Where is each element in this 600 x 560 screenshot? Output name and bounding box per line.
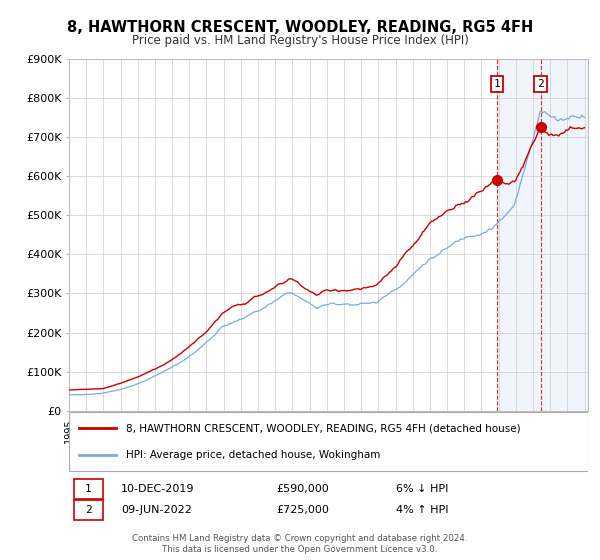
Text: 2: 2 [537, 79, 544, 89]
FancyBboxPatch shape [74, 479, 103, 499]
Text: HPI: Average price, detached house, Wokingham: HPI: Average price, detached house, Woki… [126, 450, 380, 460]
Text: 1: 1 [85, 484, 92, 494]
Text: 1: 1 [494, 79, 500, 89]
Text: 8, HAWTHORN CRESCENT, WOODLEY, READING, RG5 4FH (detached house): 8, HAWTHORN CRESCENT, WOODLEY, READING, … [126, 423, 521, 433]
Text: £725,000: £725,000 [277, 505, 329, 515]
FancyBboxPatch shape [74, 500, 103, 520]
Text: 4% ↑ HPI: 4% ↑ HPI [396, 505, 448, 515]
Text: 2: 2 [85, 505, 92, 515]
Bar [69, 412, 588, 472]
Text: 09-JUN-2022: 09-JUN-2022 [121, 505, 192, 515]
Text: 10-DEC-2019: 10-DEC-2019 [121, 484, 194, 494]
Text: 8, HAWTHORN CRESCENT, WOODLEY, READING, RG5 4FH: 8, HAWTHORN CRESCENT, WOODLEY, READING, … [67, 20, 533, 35]
Text: £590,000: £590,000 [277, 484, 329, 494]
Text: This data is licensed under the Open Government Licence v3.0.: This data is licensed under the Open Gov… [163, 545, 437, 554]
Bar [497, 59, 588, 411]
Text: Price paid vs. HM Land Registry's House Price Index (HPI): Price paid vs. HM Land Registry's House … [131, 34, 469, 46]
Text: 6% ↓ HPI: 6% ↓ HPI [396, 484, 448, 494]
Text: Contains HM Land Registry data © Crown copyright and database right 2024.: Contains HM Land Registry data © Crown c… [132, 534, 468, 543]
